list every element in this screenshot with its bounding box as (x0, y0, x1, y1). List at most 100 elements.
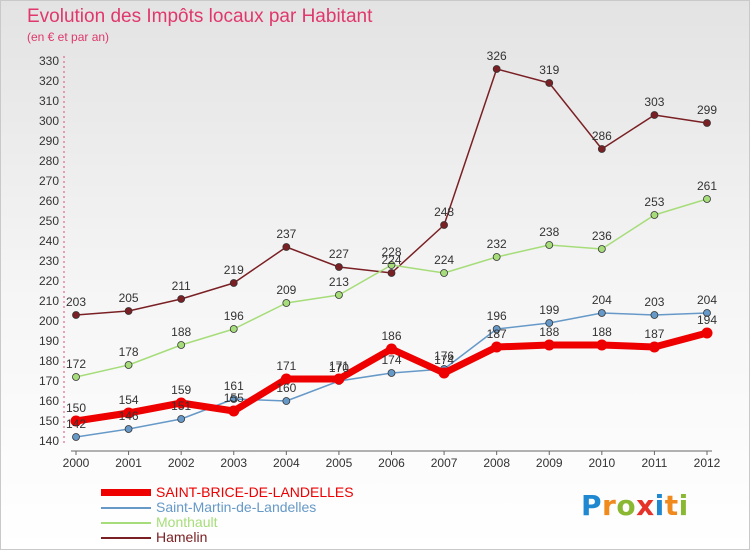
y-tick-label: 260 (39, 194, 59, 208)
data-label: 319 (539, 63, 559, 77)
data-point (124, 361, 133, 369)
data-label: 176 (434, 349, 454, 363)
data-label: 174 (434, 353, 454, 367)
data-label: 238 (539, 225, 559, 239)
x-tick-label: 2000 (63, 456, 90, 470)
y-tick-label: 330 (39, 54, 59, 68)
data-point (282, 397, 291, 405)
data-label: 228 (381, 245, 401, 259)
logo-letter: t (664, 489, 679, 522)
data-point (701, 327, 713, 339)
data-label: 170 (329, 361, 349, 375)
y-tick-label: 190 (39, 334, 59, 348)
data-point (282, 243, 291, 251)
legend-swatch (101, 522, 151, 524)
logo-letter: r (602, 489, 617, 522)
data-point (124, 425, 133, 433)
proxiti-logo: Proxiti (581, 489, 689, 522)
data-point (70, 415, 82, 427)
data-label: 161 (224, 379, 244, 393)
y-tick-label: 300 (39, 114, 59, 128)
x-tick-label: 2002 (168, 456, 195, 470)
data-point (492, 65, 501, 73)
data-point (175, 397, 187, 409)
data-label: 203 (66, 295, 86, 309)
data-label: 236 (592, 229, 612, 243)
data-point (703, 119, 711, 127)
y-tick-label: 220 (39, 274, 59, 288)
data-point (333, 373, 345, 385)
logo-letter: x (636, 489, 655, 522)
data-point (72, 373, 80, 381)
data-point (703, 309, 711, 317)
data-label: 174 (381, 353, 401, 367)
data-label: 204 (592, 293, 612, 307)
data-label: 209 (276, 283, 296, 297)
data-label: 142 (66, 417, 86, 431)
data-label: 187 (487, 327, 507, 341)
chart-subtitle: (en € et par an) (27, 30, 110, 44)
x-tick-label: 2004 (273, 456, 300, 470)
data-label: 151 (171, 399, 191, 413)
data-point (229, 395, 238, 403)
data-point (596, 339, 608, 351)
data-label: 194 (697, 313, 717, 327)
data-point (335, 263, 343, 271)
data-point (597, 245, 606, 253)
data-label: 211 (172, 279, 191, 293)
data-point (597, 309, 606, 317)
data-point (440, 221, 448, 229)
data-label: 154 (119, 393, 139, 407)
x-tick-label: 2009 (536, 456, 563, 470)
data-point (545, 79, 554, 87)
y-tick-label: 180 (39, 354, 59, 368)
data-label: 213 (329, 275, 349, 289)
data-label: 186 (381, 329, 401, 343)
data-point (177, 415, 186, 423)
x-tick-label: 2010 (588, 456, 615, 470)
data-point (177, 295, 186, 303)
data-label: 150 (66, 401, 86, 415)
data-label: 171 (329, 359, 349, 373)
data-label: 188 (171, 325, 191, 339)
data-point (703, 195, 711, 203)
data-point (229, 279, 238, 287)
data-label: 199 (539, 303, 559, 317)
logo-letter: i (654, 489, 665, 522)
y-tick-label: 280 (39, 154, 59, 168)
y-tick-label: 270 (39, 174, 59, 188)
data-label: 178 (119, 345, 139, 359)
data-point (597, 145, 606, 153)
data-label: 224 (434, 253, 454, 267)
data-label: 224 (381, 253, 401, 267)
y-tick-label: 250 (39, 214, 59, 228)
y-tick-label: 320 (39, 74, 59, 88)
x-tick-label: 2008 (483, 456, 510, 470)
data-label: 299 (697, 103, 717, 117)
data-point (648, 341, 660, 353)
logo-letter: P (581, 489, 603, 522)
chart-title: Evolution des Impôts locaux par Habitant (27, 6, 373, 27)
data-label: 326 (487, 49, 507, 63)
data-label: 188 (592, 325, 612, 339)
data-point (492, 325, 501, 333)
data-label: 172 (66, 357, 86, 371)
data-label: 205 (119, 291, 139, 305)
data-label: 204 (697, 293, 717, 307)
data-point (228, 405, 240, 417)
data-point (123, 407, 135, 419)
data-label: 227 (329, 247, 349, 261)
y-tick-label: 310 (39, 94, 59, 108)
data-label: 253 (644, 195, 664, 209)
y-tick-label: 160 (39, 394, 59, 408)
data-point (543, 339, 555, 351)
legend-swatch (101, 537, 151, 539)
data-point (438, 367, 450, 379)
data-label: 219 (224, 263, 244, 277)
legend-swatch (101, 489, 151, 496)
x-tick-label: 2005 (326, 456, 353, 470)
data-point (545, 319, 554, 327)
y-tick-label: 210 (39, 294, 59, 308)
data-label: 303 (644, 95, 664, 109)
